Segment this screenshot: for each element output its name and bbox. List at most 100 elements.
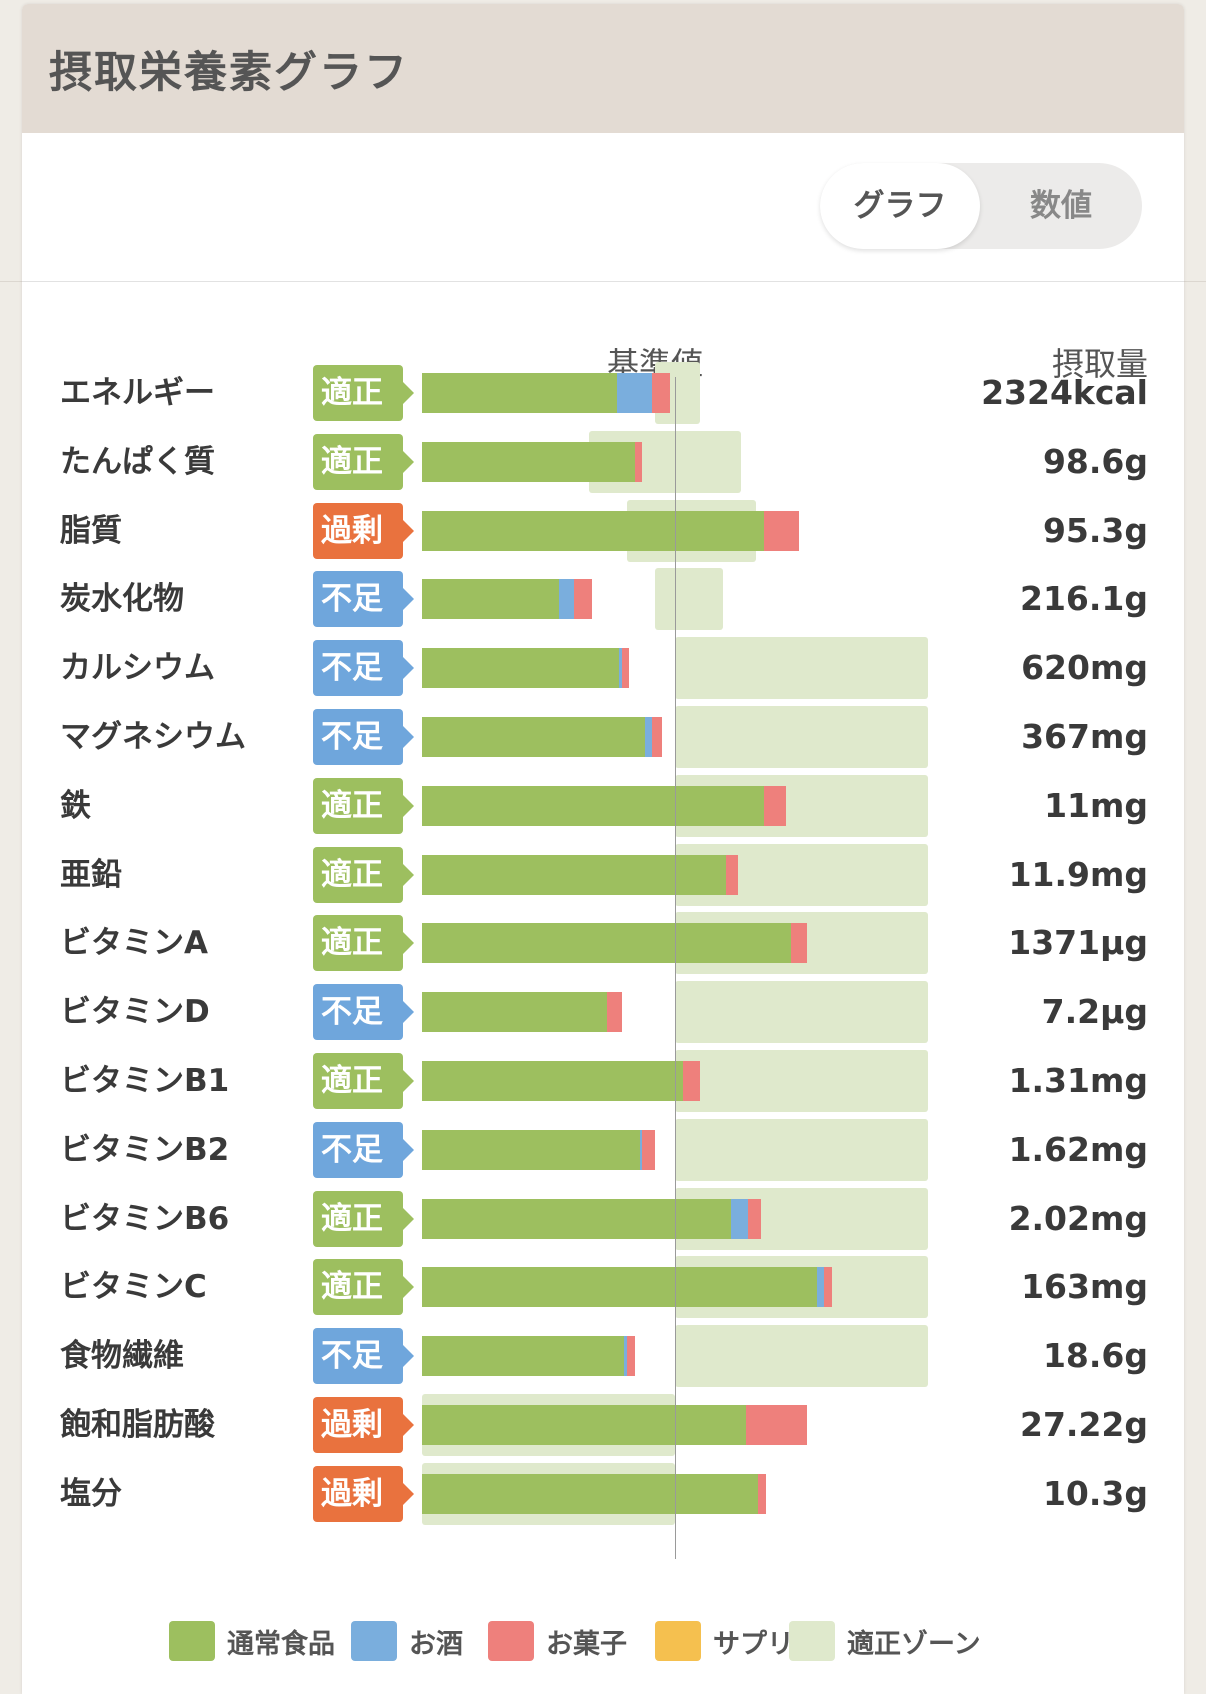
- intake-value: 1.31mg: [1008, 1061, 1148, 1100]
- view-toolbar: グラフ 数値: [22, 133, 1184, 282]
- alcohol-segment: [816, 1267, 825, 1307]
- card-title: 摂取栄養素グラフ: [49, 47, 409, 98]
- nutrient-row: ビタミンB1 適正 1.31mg: [22, 1050, 1184, 1112]
- legend-item: お酒: [351, 1619, 463, 1663]
- alcohol-segment: [619, 648, 622, 688]
- status-badge: 適正: [313, 778, 414, 834]
- nutrient-row: ビタミンC 適正 163mg: [22, 1256, 1184, 1318]
- intake-bar: [422, 717, 663, 757]
- status-badge: 不足: [313, 571, 414, 627]
- alcohol-segment: [730, 1199, 749, 1239]
- reference-line: [675, 377, 676, 1559]
- nutrient-name: 炭水化物: [60, 581, 184, 617]
- intake-value: 1.62mg: [1008, 1130, 1148, 1169]
- status-badge: 不足: [313, 1122, 414, 1178]
- intake-bar: [422, 373, 670, 413]
- intake-value: 11mg: [1044, 786, 1148, 825]
- intake-bar: [422, 1474, 767, 1514]
- food-segment: [422, 1199, 731, 1239]
- alcohol-segment: [624, 1336, 627, 1376]
- intake-value: 10.3g: [1042, 1474, 1148, 1513]
- legend-label: 適正ゾーン: [847, 1628, 981, 1660]
- food-segment: [422, 923, 792, 963]
- status-badge: 適正: [313, 847, 414, 903]
- sweets-segment: [763, 511, 799, 551]
- legend-item: サプリ: [655, 1619, 794, 1663]
- intake-bar: [422, 1130, 655, 1170]
- nutrient-name: 飽和脂肪酸: [60, 1407, 215, 1443]
- nutrient-name: 塩分: [60, 1476, 122, 1512]
- legend-swatch: [789, 1621, 835, 1661]
- intake-value: 216.1g: [1019, 579, 1148, 618]
- nutrient-name: ビタミンB6: [60, 1201, 230, 1237]
- nutrient-row: 脂質 過剰 95.3g: [22, 500, 1184, 562]
- status-badge: 不足: [313, 984, 414, 1040]
- view-toggle[interactable]: グラフ 数値: [820, 163, 1142, 249]
- value-view-button[interactable]: 数値: [1030, 188, 1092, 224]
- nutrient-row: 亜鉛 適正 11.9mg: [22, 844, 1184, 906]
- status-badge: 適正: [313, 1191, 414, 1247]
- nutrient-graph-card: 摂取栄養素グラフ グラフ 数値 基準値 摂取量 エネルギー適正2324kcalた…: [22, 4, 1184, 1694]
- nutrient-row: マグネシウム 不足 367mg: [22, 706, 1184, 768]
- status-badge: 不足: [313, 640, 414, 696]
- nutrient-name: ビタミンB2: [60, 1132, 230, 1168]
- nutrient-name: 亜鉛: [60, 857, 122, 893]
- optimal-zone: [675, 1325, 928, 1387]
- sweets-segment: [642, 1130, 655, 1170]
- nutrient-name: 鉄: [60, 788, 91, 824]
- sweets-segment: [634, 442, 643, 482]
- optimal-zone: [675, 981, 928, 1043]
- status-badge: 過剰: [313, 503, 414, 559]
- food-segment: [422, 1405, 746, 1445]
- sweets-segment: [791, 923, 807, 963]
- nutrient-row: 鉄 適正 11mg: [22, 775, 1184, 837]
- intake-bar: [422, 1336, 635, 1376]
- nutrient-name: 脂質: [60, 513, 122, 549]
- food-segment: [422, 1267, 817, 1307]
- legend-label: サプリ: [713, 1628, 794, 1660]
- sweets-segment: [725, 855, 739, 895]
- status-badge: 適正: [313, 1259, 414, 1315]
- chart-legend: 通常食品 お酒 お菓子 サプリ 適正ゾーン: [22, 1619, 1184, 1663]
- sweets-segment: [763, 786, 787, 826]
- food-segment: [422, 1061, 683, 1101]
- intake-value: 7.2µg: [1041, 992, 1148, 1031]
- nutrient-row: ビタミンD 不足 7.2µg: [22, 981, 1184, 1043]
- nutrient-name: エネルギー: [60, 375, 215, 411]
- status-badge: 不足: [313, 1328, 414, 1384]
- optimal-zone: [675, 1119, 928, 1181]
- nutrient-row: 塩分 過剰 10.3g: [22, 1463, 1184, 1525]
- status-badge: 適正: [313, 1053, 414, 1109]
- nutrient-row: ビタミンB6 適正 2.02mg: [22, 1188, 1184, 1250]
- status-badge: 適正: [313, 915, 414, 971]
- intake-bar: [422, 1061, 701, 1101]
- food-segment: [422, 442, 635, 482]
- food-segment: [422, 648, 620, 688]
- legend-swatch: [488, 1621, 534, 1661]
- intake-column-header: 摂取量: [1051, 345, 1148, 383]
- food-segment: [422, 786, 764, 826]
- intake-bar: [422, 1405, 807, 1445]
- nutrient-row: ビタミンB2 不足 1.62mg: [22, 1119, 1184, 1181]
- graph-view-button[interactable]: グラフ: [820, 163, 980, 249]
- nutrient-chart: 基準値 摂取量 エネルギー適正2324kcalたんぱく質適正98.6g脂質過剰9…: [22, 285, 1184, 1575]
- sweets-segment: [682, 1061, 701, 1101]
- food-segment: [422, 579, 559, 619]
- status-badge: 過剰: [313, 1466, 414, 1522]
- sweets-segment: [824, 1267, 832, 1307]
- nutrient-row: カルシウム 不足 620mg: [22, 637, 1184, 699]
- intake-value: 2324kcal: [981, 373, 1148, 412]
- nutrient-row: ビタミンA 適正 1371µg: [22, 912, 1184, 974]
- intake-value: 18.6g: [1042, 1336, 1148, 1375]
- nutrient-name: ビタミンA: [60, 925, 208, 961]
- intake-value: 95.3g: [1042, 511, 1148, 550]
- intake-value: 98.6g: [1042, 442, 1148, 481]
- legend-label: 通常食品: [227, 1628, 335, 1660]
- food-segment: [422, 1474, 759, 1514]
- nutrient-row: 飽和脂肪酸 過剰 27.22g: [22, 1394, 1184, 1456]
- alcohol-segment: [558, 579, 574, 619]
- intake-bar: [422, 786, 787, 826]
- intake-bar: [422, 1199, 761, 1239]
- status-badge: 適正: [313, 434, 414, 490]
- food-segment: [422, 1130, 640, 1170]
